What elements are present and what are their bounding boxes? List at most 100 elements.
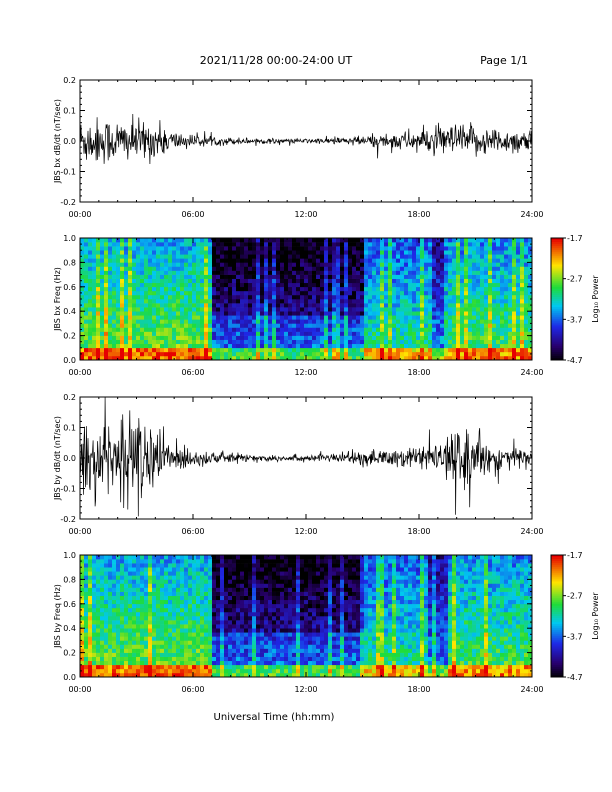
spectrogram-cell (116, 591, 121, 596)
spectrogram-cell (416, 319, 421, 324)
spectrogram-cell (228, 343, 233, 349)
colorbar-swatch (551, 242, 563, 245)
spectrogram-cell (152, 258, 157, 263)
spectrogram-cell (308, 331, 313, 336)
spectrogram-cell (168, 323, 173, 328)
spectrogram-cell (420, 278, 425, 284)
spectrogram-cell (304, 274, 309, 279)
spectrogram-cell (120, 266, 125, 271)
spectrogram-cell (388, 335, 393, 340)
spectrogram-cell (276, 335, 281, 340)
spectrogram-cell (188, 555, 193, 560)
spectrogram-cell (196, 303, 201, 308)
spectrogram-cell (200, 624, 205, 629)
spectrogram-cell (460, 250, 465, 255)
spectrogram-cell (88, 254, 93, 259)
colorbar-swatch (551, 311, 563, 314)
spectrogram-cell (420, 286, 425, 292)
spectrogram-cell (236, 254, 241, 259)
spectrogram-cell (376, 335, 381, 340)
spectrogram-cell (144, 270, 149, 275)
spectrogram-cell (92, 652, 97, 657)
spectrogram-cell (496, 331, 501, 336)
spectrogram-cell (204, 311, 209, 316)
spectrogram-cell (188, 640, 193, 645)
spectrogram-cell (232, 632, 237, 637)
spectrogram-cell (100, 258, 105, 263)
spectrogram-cell (272, 319, 277, 324)
spectrogram-cell (420, 351, 425, 357)
spectrogram-cell (168, 335, 173, 340)
spectrogram-cell (436, 335, 441, 340)
spectrogram-cell (272, 327, 277, 332)
spectrogram-cell (280, 335, 285, 340)
spectrogram-cell (348, 254, 353, 259)
x-tick-label: 00:00 (68, 527, 91, 536)
spectrogram-cell (168, 636, 173, 641)
spectrogram-cell (172, 563, 177, 568)
spectrogram-cell (216, 262, 221, 267)
y-axis-label: JBS by dB/dt (nT/sec) (53, 416, 62, 501)
spectrogram-cell (96, 343, 101, 349)
spectrogram-cell (468, 250, 473, 255)
spectrogram-cell (360, 274, 365, 279)
spectrogram-cell (480, 254, 485, 259)
spectrogram-cell (284, 266, 289, 271)
spectrogram-cell (392, 258, 397, 263)
spectrogram-cell (180, 652, 185, 657)
spectrogram-cell (264, 355, 269, 361)
spectrogram-cell (444, 327, 449, 332)
spectrogram-cell (276, 266, 281, 271)
spectrogram-cell (516, 286, 521, 292)
spectrogram-cell (152, 347, 157, 353)
spectrogram-cell (88, 607, 93, 613)
spectrogram-cell (500, 327, 505, 332)
spectrogram-cell (152, 331, 157, 336)
spectrogram-cell (240, 250, 245, 255)
spectrogram-cell (232, 656, 237, 662)
spectrogram-cell (196, 648, 201, 653)
spectrogram-cell (176, 278, 181, 284)
spectrogram-cell (144, 274, 149, 279)
spectrogram-cell (352, 303, 357, 308)
spectrogram-cell (408, 274, 413, 279)
spectrogram-cell (512, 331, 517, 336)
spectrogram-cell (256, 343, 261, 349)
spectrogram-cell (480, 323, 485, 328)
spectrogram-cell (436, 347, 441, 353)
spectrogram-cell (80, 599, 85, 605)
spectrogram-cell (80, 636, 85, 641)
spectrogram-cell (428, 311, 433, 316)
spectrogram-cell (448, 343, 453, 349)
spectrogram-cell (116, 620, 121, 625)
spectrogram-cell (136, 616, 141, 621)
spectrogram-cell (468, 315, 473, 320)
spectrogram-cell (108, 636, 113, 641)
spectrogram-cell (180, 323, 185, 328)
spectrogram-cell (328, 351, 333, 357)
spectrogram-cell (236, 282, 241, 288)
spectrogram-cell (276, 278, 281, 284)
spectrogram-cell (364, 282, 369, 288)
spectrogram-cell (456, 270, 461, 275)
spectrogram-cell (212, 355, 217, 361)
spectrogram-cell (84, 270, 89, 275)
spectrogram-cell (148, 571, 153, 576)
spectrogram-cell (320, 311, 325, 316)
spectrogram-cell (496, 323, 501, 328)
spectrogram-cell (400, 262, 405, 267)
spectrogram-cell (476, 339, 481, 345)
spectrogram-cell (420, 250, 425, 255)
spectrogram-cell (300, 242, 305, 247)
spectrogram-cell (424, 331, 429, 336)
spectrogram-cell (352, 339, 357, 345)
spectrogram-cell (420, 331, 425, 336)
spectrogram-cell (96, 644, 101, 649)
spectrogram-cell (440, 343, 445, 349)
spectrogram-cell (192, 238, 197, 243)
spectrogram-cell (216, 628, 221, 633)
spectrogram-cell (412, 303, 417, 308)
spectrogram-cell (172, 238, 177, 243)
spectrogram-cell (528, 294, 533, 300)
spectrogram-cell (188, 315, 193, 320)
